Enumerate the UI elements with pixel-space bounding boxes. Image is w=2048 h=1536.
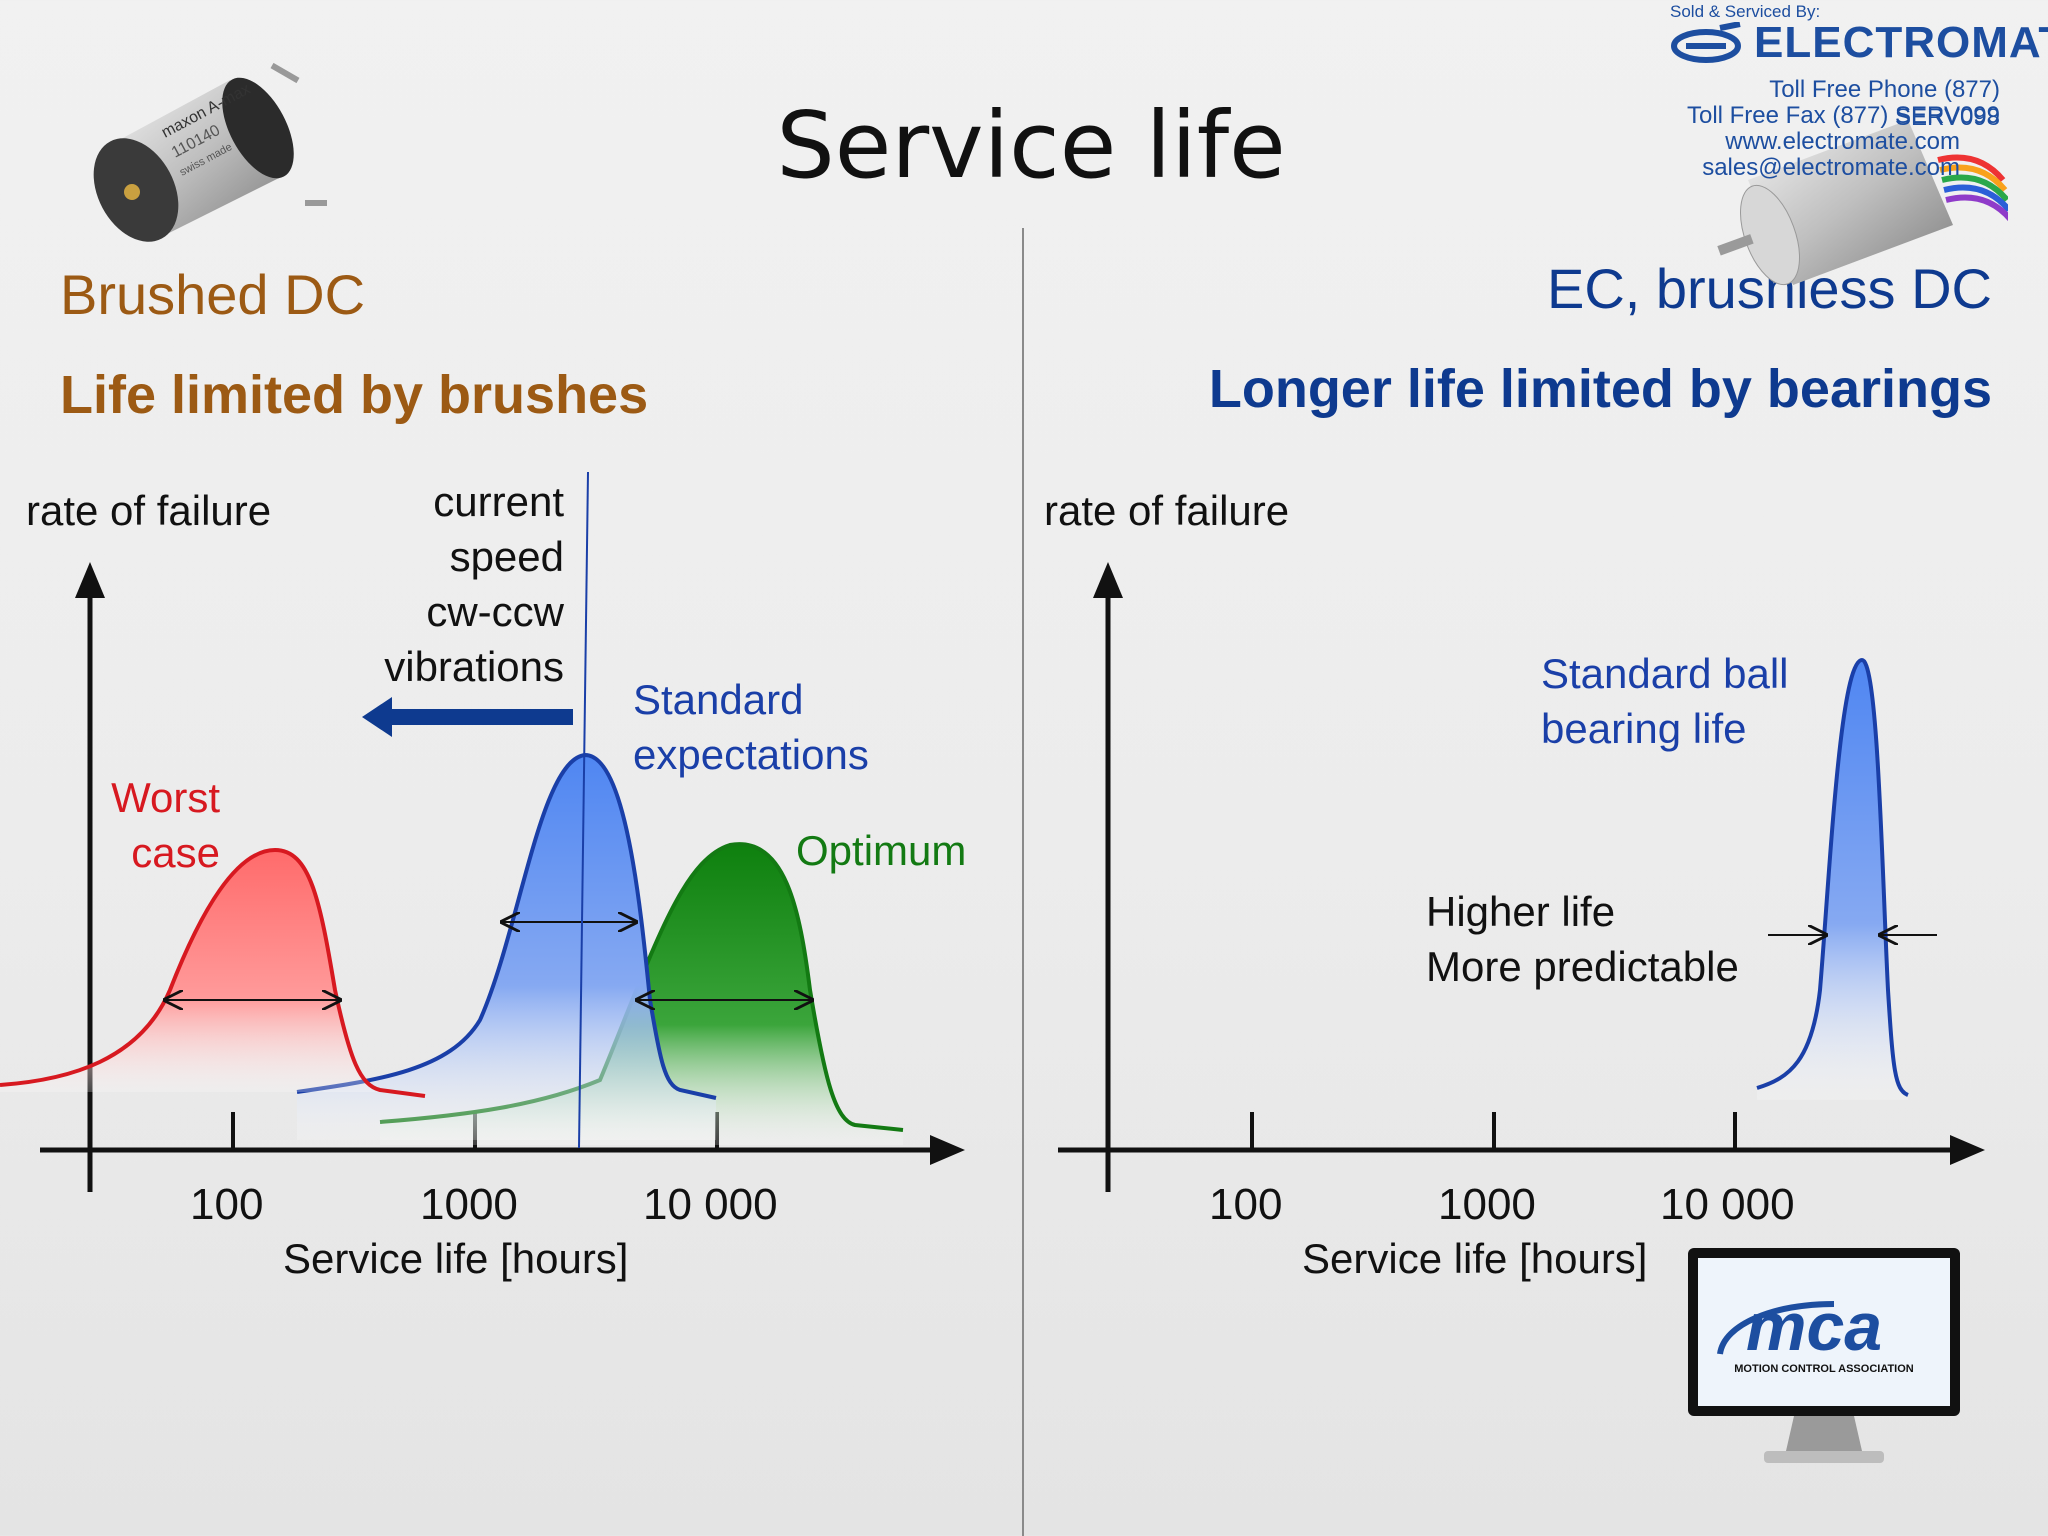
electromate-e-icon (1671, 22, 1741, 63)
mca-wordmark: mca (1746, 1289, 1882, 1365)
electromate-name: ELECTROMATE (1754, 18, 2048, 67)
higher-life-note: Higher life More predictable (1426, 888, 1739, 990)
center-divider (1022, 228, 1024, 1536)
shift-left-arrow (362, 697, 573, 737)
right-y-axis-label: rate of failure (1044, 487, 1290, 534)
standard-expectations-label: Standard expectations (633, 676, 869, 778)
worst-case-curve (0, 850, 425, 1096)
right-tick-label-1000: 1000 (1438, 1180, 1536, 1229)
brushed-dc-heading: Brushed DC (60, 263, 366, 326)
factor-current: current (433, 478, 564, 525)
right-y-axis (1093, 562, 1123, 1192)
electromate-sold-by: Sold & Serviced By: (1670, 2, 1821, 21)
bearing-life-curve (1757, 660, 1908, 1100)
left-tick-label-10000: 10 000 (643, 1180, 778, 1229)
brushless-motor-image (1717, 120, 2008, 286)
brushed-dc-subheading: Life limited by brushes (60, 365, 649, 425)
slide-title: Service life (776, 92, 1286, 199)
right-tick-label-10000: 10 000 (1660, 1180, 1795, 1229)
factor-cw-ccw: cw-ccw (426, 588, 564, 635)
mca-subtitle: MOTION CONTROL ASSOCIATION (1734, 1363, 1914, 1375)
right-x-axis (1058, 1112, 1985, 1165)
worst-case-label: Worst case (111, 774, 220, 876)
brushed-motor-image: maxon A-max 110140 swiss made (93, 62, 327, 242)
mca-logo: mca MOTION CONTROL ASSOCIATION (1688, 1248, 1960, 1463)
electromate-fax: Toll Free Fax (877) SERV099 (1686, 102, 2000, 129)
electromate-phone: Toll Free Phone (877) SERV098 (1769, 76, 2000, 131)
factor-speed: speed (449, 533, 564, 580)
electromate-website[interactable]: www.electromate.com (1725, 128, 1960, 155)
left-y-axis-label: rate of failure (26, 487, 272, 534)
optimum-label: Optimum (796, 827, 967, 874)
left-tick-label-100: 100 (190, 1180, 264, 1229)
electromate-email[interactable]: sales@electromate.com (1702, 154, 1960, 181)
left-tick-label-1000: 1000 (420, 1180, 518, 1229)
factor-vibrations: vibrations (384, 643, 564, 690)
right-tick-label-100: 100 (1209, 1180, 1283, 1229)
standard-reference-line (578, 471, 589, 1149)
bearing-life-label: Standard ball bearing life (1541, 650, 1789, 752)
left-x-axis-label: Service life [hours] (283, 1235, 629, 1282)
right-x-axis-label: Service life [hours] (1302, 1235, 1648, 1282)
ec-brushless-subheading: Longer life limited by bearings (1208, 359, 1992, 419)
electromate-logo: Sold & Serviced By: ELECTROMATE Toll Fre… (1670, 0, 2048, 260)
stress-factors: current speed cw-ccw vibrations (384, 474, 564, 694)
